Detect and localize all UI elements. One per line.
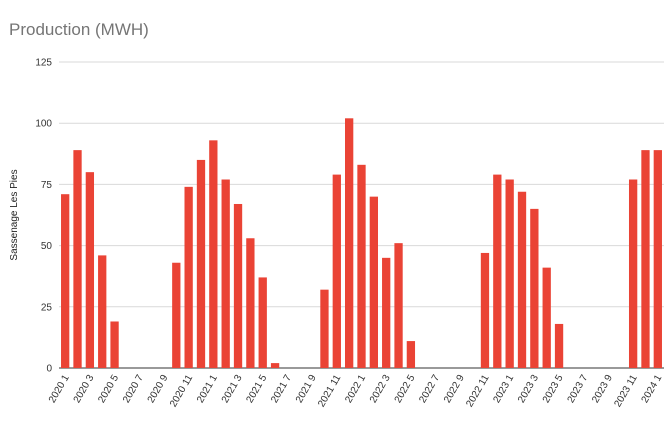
bar <box>653 150 662 368</box>
bar <box>258 277 267 368</box>
x-tick-label: 2020 3 <box>72 373 97 405</box>
bar <box>221 179 230 368</box>
x-tick-label: 2021 3 <box>220 373 245 405</box>
bar <box>98 255 107 368</box>
bar <box>641 150 650 368</box>
bar <box>61 194 70 368</box>
bar <box>480 252 490 368</box>
bar <box>172 262 181 368</box>
x-tick-label: 2021 5 <box>244 373 269 405</box>
x-tick-label: 2020 9 <box>146 373 171 405</box>
bar <box>406 341 416 368</box>
y-tick-label: 100 <box>35 119 52 130</box>
chart-title: Production (MWH) <box>9 20 149 39</box>
bar <box>196 159 206 368</box>
x-tick-label: 2020 1 <box>47 373 72 405</box>
bar <box>628 179 638 368</box>
y-tick-label: 75 <box>41 180 53 191</box>
y-tick-label: 25 <box>41 302 53 313</box>
x-tick-label: 2022 7 <box>417 373 442 405</box>
bar <box>320 289 329 368</box>
bar <box>184 186 193 368</box>
bar <box>369 196 378 368</box>
x-tick-label: 2024 1 <box>640 373 665 405</box>
y-tick-label: 50 <box>41 241 53 252</box>
x-tick-label: 2021 9 <box>294 373 319 405</box>
x-tick-label: 2023 1 <box>491 373 516 405</box>
x-tick-label: 2022 11 <box>464 373 491 410</box>
bar <box>554 323 564 368</box>
y-tick-labels: 0 25 50 75 100 125 <box>35 58 52 375</box>
bar <box>110 321 119 368</box>
x-tick-label: 2023 3 <box>516 373 541 405</box>
x-tick-label: 2022 5 <box>393 373 418 405</box>
x-tick-label: 2022 9 <box>442 373 467 405</box>
bar <box>542 267 551 368</box>
bar <box>493 174 502 368</box>
x-tick-label: 2021 7 <box>269 373 294 405</box>
x-tick-label: 2020 5 <box>96 373 121 405</box>
x-tick-label: 2022 1 <box>343 373 368 405</box>
bar <box>246 238 255 368</box>
x-tick-label: 2023 9 <box>590 373 615 405</box>
x-tick-label: 2022 3 <box>368 373 393 405</box>
x-tick-label: 2020 7 <box>121 373 146 405</box>
x-tick-label: 2023 5 <box>541 373 566 405</box>
x-tick-label: 2023 7 <box>566 373 591 405</box>
bar <box>332 174 341 368</box>
bar <box>233 203 243 368</box>
bar <box>517 191 527 368</box>
bar <box>270 363 280 368</box>
bar <box>209 140 218 368</box>
y-tick-label: 125 <box>35 58 52 69</box>
bar <box>73 150 82 368</box>
x-tick-label: 2021 11 <box>316 373 343 410</box>
y-tick-label: 0 <box>46 364 52 375</box>
bar <box>345 118 354 368</box>
y-axis-title: Sassenage Les Pies <box>9 169 20 260</box>
x-tick-label: 2021 1 <box>195 373 220 405</box>
x-tick-label: 2023 11 <box>613 373 640 410</box>
bar <box>394 243 403 368</box>
bar <box>382 257 391 368</box>
bar <box>357 164 366 368</box>
x-tick-label: 2020 11 <box>168 373 195 410</box>
bar <box>530 208 539 368</box>
bar <box>85 172 95 368</box>
bars <box>61 118 662 368</box>
bar <box>505 179 514 368</box>
